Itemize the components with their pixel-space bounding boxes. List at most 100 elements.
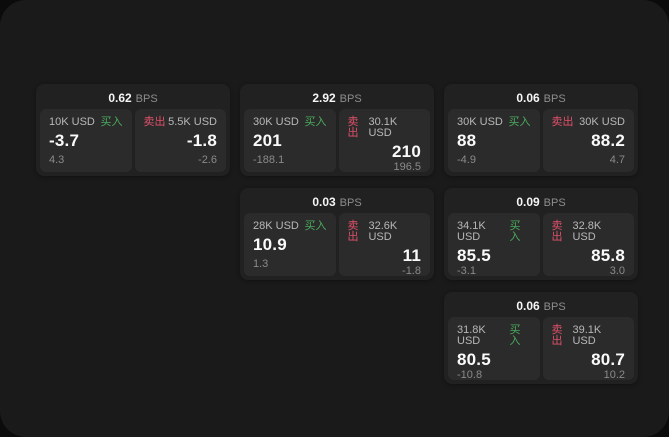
buy-pane[interactable]: 30K USD 买入 201 -188.1 xyxy=(244,109,336,172)
sell-label: 卖出 xyxy=(551,220,563,243)
buy-label: 买入 xyxy=(508,116,531,128)
card-body: 10K USD 买入 -3.7 4.3 卖出 5.5K USD -1.8 -2.… xyxy=(40,109,226,172)
bps-header: 0.06 BPS xyxy=(448,88,634,109)
buy-label-row: 34.1K USD 买入 xyxy=(457,221,531,243)
card-body: 30K USD 买入 88 -4.9 卖出 30K USD 88.2 4.7 xyxy=(448,109,634,172)
bps-header: 0.62 BPS xyxy=(40,88,226,109)
buy-price: -3.7 xyxy=(49,131,80,150)
sell-pane[interactable]: 卖出 32.8K USD 85.8 3.0 xyxy=(542,213,634,277)
sell-label-row: 卖出 32.6K USD xyxy=(348,221,422,243)
quote-card: 0.06 BPS 31.8K USD 买入 80.5 -10.8 卖出 39.1… xyxy=(444,292,638,384)
sell-delta: 196.5 xyxy=(393,160,421,173)
sell-label-row: 卖出 32.8K USD xyxy=(552,221,626,243)
sell-label-row: 卖出 39.1K USD xyxy=(552,325,626,347)
bps-header: 2.92 BPS xyxy=(244,88,430,109)
sell-label: 卖出 xyxy=(347,116,359,139)
bps-unit-label: BPS xyxy=(543,197,566,209)
buy-amount: 30K USD xyxy=(457,116,503,128)
sell-amount: 30K USD xyxy=(579,116,625,128)
card-body: 31.8K USD 买入 80.5 -10.8 卖出 39.1K USD 80.… xyxy=(448,317,634,380)
buy-label-row: 28K USD 买入 xyxy=(253,221,327,232)
sell-price: 88.2 xyxy=(591,131,625,150)
bps-value: 0.06 xyxy=(516,91,540,105)
bps-header: 0.06 BPS xyxy=(448,296,634,317)
bps-value: 0.06 xyxy=(516,299,540,313)
sell-label-row: 卖出 30K USD xyxy=(552,117,626,128)
sell-label-row: 卖出 30.1K USD xyxy=(348,117,422,139)
sell-label: 卖出 xyxy=(347,220,359,243)
sell-pane[interactable]: 卖出 30.1K USD 210 196.5 xyxy=(338,109,430,173)
quote-card: 0.09 BPS 34.1K USD 买入 85.5 -3.1 卖出 32.8K… xyxy=(444,188,638,280)
sell-label: 卖出 xyxy=(551,324,563,347)
card-body: 30K USD 买入 201 -188.1 卖出 30.1K USD 210 1… xyxy=(244,109,430,172)
bps-unit-label: BPS xyxy=(339,93,362,105)
bps-value: 0.09 xyxy=(516,195,540,209)
bps-unit-label: BPS xyxy=(339,197,362,209)
buy-label-row: 30K USD 买入 xyxy=(457,117,531,128)
buy-delta: -10.8 xyxy=(457,368,483,381)
sell-delta: -2.6 xyxy=(198,154,217,166)
buy-pane[interactable]: 34.1K USD 买入 85.5 -3.1 xyxy=(448,213,540,276)
sell-amount: 39.1K USD xyxy=(572,324,602,347)
bps-unit-label: BPS xyxy=(543,301,566,313)
buy-label: 买入 xyxy=(509,220,521,243)
sell-price: 80.7 xyxy=(591,350,625,369)
sell-label-row: 卖出 5.5K USD xyxy=(144,117,218,128)
buy-label-row: 30K USD 买入 xyxy=(253,117,327,128)
buy-price: 85.5 xyxy=(457,246,491,265)
bps-value: 2.92 xyxy=(312,91,336,105)
bps-value: 0.62 xyxy=(108,91,132,105)
sell-delta: 10.2 xyxy=(603,368,625,381)
sell-price: -1.8 xyxy=(186,131,217,150)
buy-label: 买入 xyxy=(100,116,123,128)
quote-card: 0.06 BPS 30K USD 买入 88 -4.9 卖出 30K USD 8… xyxy=(444,84,638,176)
sell-price: 11 xyxy=(402,246,421,265)
sell-delta: -1.8 xyxy=(402,264,421,277)
buy-label-row: 31.8K USD 买入 xyxy=(457,325,531,347)
buy-amount: 34.1K USD xyxy=(457,220,486,243)
card-body: 28K USD 买入 10.9 1.3 卖出 32.6K USD 11 -1.8 xyxy=(244,213,430,276)
buy-label: 买入 xyxy=(304,220,327,232)
buy-delta: -3.1 xyxy=(457,264,476,277)
buy-amount: 28K USD xyxy=(253,220,299,232)
buy-label-row: 10K USD 买入 xyxy=(49,117,123,128)
sell-delta: 4.7 xyxy=(609,154,625,166)
buy-label: 买入 xyxy=(509,324,521,347)
buy-price: 10.9 xyxy=(253,235,287,254)
quote-card: 0.62 BPS 10K USD 买入 -3.7 4.3 卖出 5.5K USD… xyxy=(36,84,230,176)
sell-delta: 3.0 xyxy=(609,264,625,277)
buy-delta: -4.9 xyxy=(457,154,476,166)
buy-pane[interactable]: 10K USD 买入 -3.7 4.3 xyxy=(40,109,132,172)
bps-header: 0.09 BPS xyxy=(448,192,634,213)
buy-amount: 10K USD xyxy=(49,116,95,128)
bps-unit-label: BPS xyxy=(135,93,158,105)
quote-card: 2.92 BPS 30K USD 买入 201 -188.1 卖出 30.1K … xyxy=(240,84,434,176)
buy-price: 201 xyxy=(253,131,282,150)
bps-header: 0.03 BPS xyxy=(244,192,430,213)
sell-amount: 32.8K USD xyxy=(572,220,602,243)
bps-value: 0.03 xyxy=(312,195,336,209)
buy-pane[interactable]: 28K USD 买入 10.9 1.3 xyxy=(244,213,336,276)
buy-pane[interactable]: 31.8K USD 买入 80.5 -10.8 xyxy=(448,317,540,380)
sell-pane[interactable]: 卖出 39.1K USD 80.7 10.2 xyxy=(542,317,634,381)
sell-amount: 5.5K USD xyxy=(168,116,217,128)
buy-amount: 30K USD xyxy=(253,116,299,128)
sell-price: 210 xyxy=(392,142,421,161)
quote-card: 0.03 BPS 28K USD 买入 10.9 1.3 卖出 32.6K US… xyxy=(240,188,434,280)
buy-pane[interactable]: 30K USD 买入 88 -4.9 xyxy=(448,109,540,172)
buy-amount: 31.8K USD xyxy=(457,324,486,347)
sell-pane[interactable]: 卖出 5.5K USD -1.8 -2.6 xyxy=(134,109,226,172)
buy-price: 80.5 xyxy=(457,350,491,369)
quote-cards-grid: 0.62 BPS 10K USD 买入 -3.7 4.3 卖出 5.5K USD… xyxy=(36,84,638,384)
sell-pane[interactable]: 卖出 30K USD 88.2 4.7 xyxy=(542,109,634,172)
sell-label: 卖出 xyxy=(551,116,574,128)
sell-amount: 30.1K USD xyxy=(368,116,398,139)
buy-delta: 4.3 xyxy=(49,154,65,166)
bps-unit-label: BPS xyxy=(543,93,566,105)
sell-pane[interactable]: 卖出 32.6K USD 11 -1.8 xyxy=(338,213,430,277)
sell-amount: 32.6K USD xyxy=(368,220,398,243)
buy-price: 88 xyxy=(457,131,477,150)
buy-label: 买入 xyxy=(304,116,327,128)
buy-delta: -188.1 xyxy=(253,154,285,166)
sell-price: 85.8 xyxy=(591,246,625,265)
